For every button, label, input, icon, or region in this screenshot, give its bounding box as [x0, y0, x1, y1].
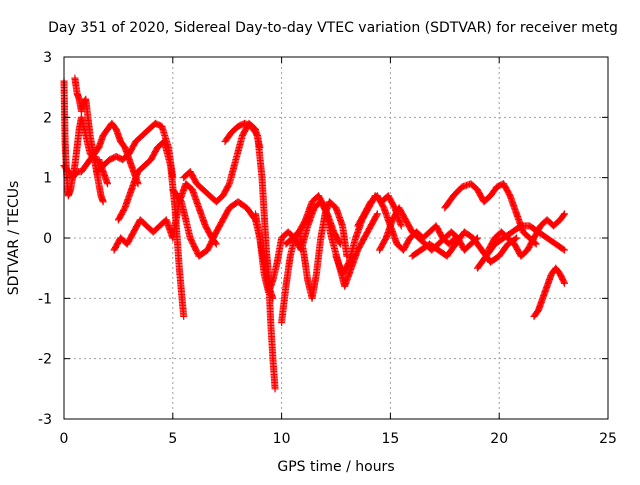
y-tick-label: -3: [38, 412, 52, 428]
data-point: [560, 246, 568, 254]
y-axis-label: SDTVAR / TECUs: [6, 181, 22, 296]
data-point: [180, 312, 188, 320]
data-point: [104, 180, 112, 188]
y-tick-label: -2: [38, 352, 52, 368]
y-tick-label: 2: [43, 110, 52, 126]
x-tick-labels: 0 5 10 15 20 25: [60, 431, 617, 447]
data-point: [373, 210, 381, 218]
y-tick-label: 3: [43, 50, 52, 66]
series-11: [278, 198, 351, 326]
x-tick-label: 0: [60, 431, 69, 447]
chart-title: Day 351 of 2020, Sidereal Day-to-day VTE…: [48, 20, 618, 36]
data-point: [397, 222, 405, 230]
data-point: [271, 385, 279, 393]
y-tick-label: -1: [38, 291, 52, 307]
data-point: [560, 279, 568, 287]
data-point: [560, 211, 568, 219]
data-point: [560, 278, 568, 286]
data-point: [513, 234, 521, 242]
series-19: [484, 210, 568, 260]
series-17: [441, 180, 540, 248]
data-point: [511, 235, 519, 243]
series-3: [60, 119, 142, 188]
series-9: [221, 119, 279, 393]
data-point: [560, 210, 568, 218]
data-point: [212, 240, 220, 248]
series-2: [71, 74, 107, 206]
series-20: [530, 264, 568, 320]
data-point: [373, 211, 381, 219]
x-axis-label: GPS time / hours: [277, 459, 394, 475]
y-tick-label: 1: [43, 171, 52, 187]
y-tick-label: 0: [43, 231, 52, 247]
x-tick-label: 15: [381, 431, 399, 447]
x-tick-label: 25: [599, 431, 617, 447]
axis-ticks: [63, 56, 609, 420]
data-point: [99, 198, 107, 206]
grid-lines: [64, 57, 608, 419]
data-point: [532, 240, 540, 248]
x-tick-label: 20: [490, 431, 508, 447]
y-tick-labels: -3 -2 -1 0 1 2 3: [38, 50, 52, 428]
series-14: [354, 192, 460, 254]
data-point: [559, 245, 567, 253]
x-tick-label: 10: [273, 431, 291, 447]
x-tick-label: 5: [168, 431, 177, 447]
data-points: [60, 74, 568, 393]
